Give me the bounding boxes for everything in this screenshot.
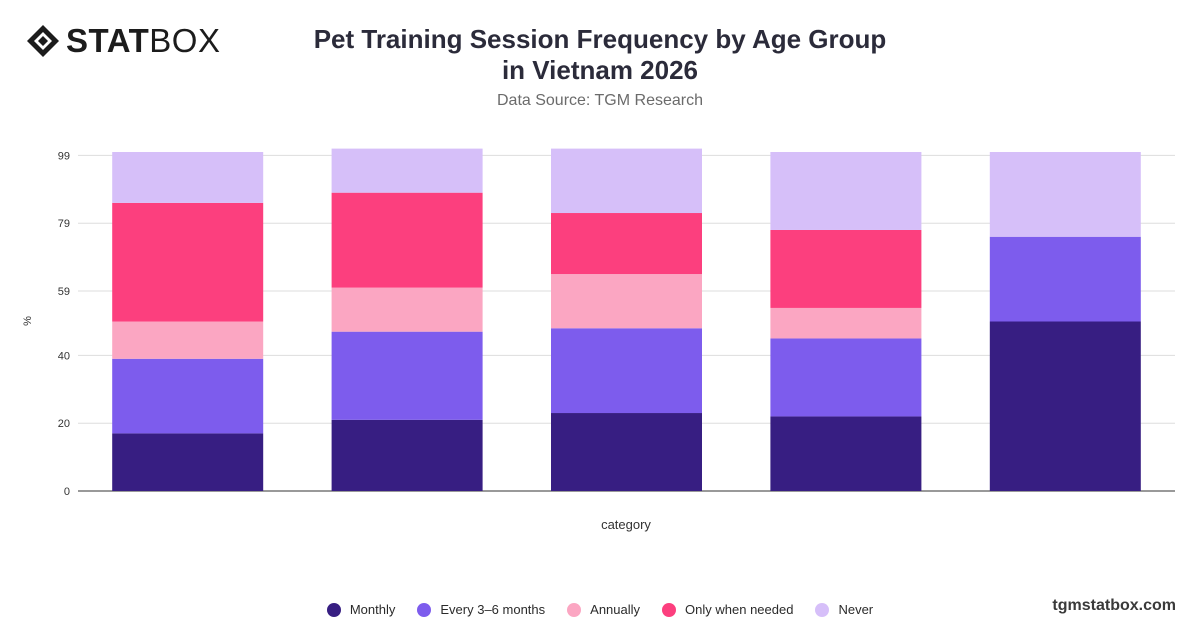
bar-segment <box>331 331 483 420</box>
y-tick-label: 20 <box>58 418 70 430</box>
legend-label: Every 3–6 months <box>440 602 546 617</box>
legend-label: Only when needed <box>685 602 794 617</box>
legend-swatch <box>417 602 432 617</box>
legend-label: Annually <box>590 602 641 617</box>
logo-wordmark: STATBOX <box>66 24 220 58</box>
diamond-logo-icon <box>27 25 59 57</box>
legend-swatch <box>815 602 830 617</box>
y-tick-label: 99 <box>58 150 70 162</box>
bar-segment <box>551 148 702 214</box>
logo-bold-text: STAT <box>66 22 150 59</box>
bar-segment <box>331 419 483 491</box>
bar-segment <box>551 274 702 329</box>
legend-item[interactable]: Every 3–6 months <box>417 602 545 617</box>
bar-segment <box>551 328 702 414</box>
bar-segment <box>112 358 264 434</box>
legend-item[interactable]: Only when needed <box>662 602 793 617</box>
bar-segment <box>770 416 922 491</box>
bar-segment <box>551 213 702 275</box>
bar-segment <box>551 413 702 491</box>
chart-subtitle: Data Source: TGM Research <box>496 92 703 109</box>
y-tick-label: 0 <box>64 486 70 498</box>
logo-regular-text: BOX <box>149 22 221 59</box>
y-axis-label: % <box>22 316 34 326</box>
legend-label: Never <box>838 602 874 617</box>
bar-segment <box>770 229 922 308</box>
bar-segment <box>770 338 922 417</box>
bar-segment <box>331 287 483 332</box>
y-tick-label: 59 <box>58 286 70 298</box>
legend-swatch <box>662 602 677 617</box>
bar-segment <box>989 236 1141 322</box>
bar-segment <box>112 433 264 491</box>
bar-segment <box>112 202 264 322</box>
chart-title: Pet Training Session Frequency by Age Gr… <box>313 24 887 85</box>
legend-item[interactable]: Monthly <box>326 602 396 617</box>
statbox-logo: STATBOX <box>26 24 220 58</box>
y-tick-label: 40 <box>58 350 70 362</box>
bar-segment <box>770 307 922 339</box>
bar-segment <box>331 148 483 193</box>
site-url[interactable]: tgmstatbox.com <box>1052 597 1176 614</box>
bar-segment <box>112 321 264 359</box>
stacked-bar-chart: 0 20 40 59 79 99% category <box>22 148 1175 532</box>
legend-swatch <box>567 602 582 617</box>
bar-segment <box>989 321 1141 491</box>
bar-segment <box>770 152 922 230</box>
x-axis-label: category <box>601 517 651 532</box>
bar-segment <box>112 152 264 203</box>
legend-swatch <box>326 602 341 617</box>
y-tick-label: 79 <box>58 218 70 230</box>
legend-label: Monthly <box>349 602 396 617</box>
chart-legend: Monthly Every 3–6 months Annually Only when… <box>0 602 1200 617</box>
legend-item[interactable]: Never <box>815 602 873 617</box>
bar-segment <box>989 152 1141 237</box>
bar-segment <box>331 192 483 288</box>
legend-item[interactable]: Annually <box>567 602 640 617</box>
